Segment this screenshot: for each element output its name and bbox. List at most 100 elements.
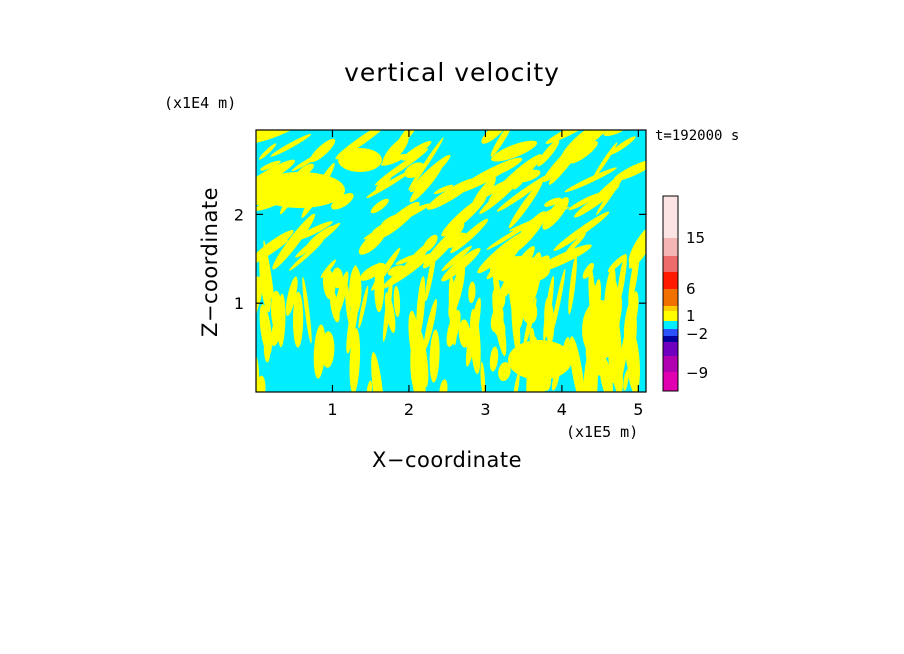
- field-streak: [446, 309, 461, 347]
- field-streak: [295, 222, 341, 258]
- field-streak: [491, 140, 538, 162]
- field-blob: [582, 300, 618, 360]
- field-streak: [285, 276, 298, 316]
- colorbar-level: [663, 336, 678, 342]
- field-streak: [380, 212, 408, 228]
- field-streak: [523, 297, 537, 347]
- field-streak: [509, 206, 570, 232]
- field-streak: [479, 179, 519, 214]
- field-streak: [408, 137, 444, 191]
- field-streak: [550, 268, 566, 338]
- field-streak: [256, 230, 294, 264]
- field-streak: [481, 130, 508, 144]
- field-streak: [568, 255, 577, 315]
- field-streak: [582, 262, 594, 279]
- field-streak: [256, 375, 266, 392]
- field-streak: [448, 263, 466, 319]
- field-blob: [490, 256, 550, 284]
- field-streak: [477, 231, 526, 274]
- field-streak: [272, 213, 316, 270]
- field-streak: [302, 276, 312, 344]
- field-streak: [411, 351, 427, 392]
- field-streak: [508, 181, 543, 229]
- field-streak: [408, 310, 420, 364]
- colorbar-tick-label: −9: [686, 364, 708, 382]
- field-streak: [456, 159, 516, 193]
- field-streak: [270, 133, 312, 157]
- field-streak: [292, 291, 304, 348]
- field-streak: [260, 160, 281, 171]
- colorbar-tick-label: 15: [686, 229, 705, 247]
- field-streak: [291, 150, 327, 172]
- field-streak: [468, 281, 476, 304]
- y-axis-ticks: 12: [234, 205, 646, 313]
- field-streak: [422, 223, 465, 269]
- colorbar-tick-label: 1: [686, 307, 696, 325]
- field-streak: [366, 380, 373, 392]
- field-streak: [616, 253, 627, 306]
- colorbar-level: [663, 311, 678, 321]
- field-streak: [381, 154, 407, 166]
- field-streak: [321, 331, 335, 368]
- field-streak: [371, 352, 385, 392]
- colorbar-level: [663, 329, 678, 336]
- colorbar-level: [663, 256, 678, 272]
- x-tick-label: 2: [404, 400, 414, 419]
- field-streak: [441, 245, 472, 272]
- field-streak: [366, 170, 412, 199]
- field-streak: [513, 175, 527, 190]
- colorbar-frame: [662, 195, 679, 392]
- field-streak: [409, 162, 444, 203]
- colorbar-level: [663, 321, 678, 329]
- field-streak: [564, 233, 586, 255]
- field-streak: [595, 172, 626, 216]
- field-streak: [320, 259, 336, 279]
- colorbar-level: [663, 356, 678, 372]
- field-streak: [345, 282, 351, 324]
- field-streak: [331, 193, 354, 210]
- field-streak: [490, 305, 504, 333]
- field-streak: [626, 330, 640, 392]
- field-streak: [401, 140, 432, 161]
- field-streak: [433, 184, 454, 195]
- field-streak: [349, 328, 361, 392]
- field-streak: [395, 254, 419, 265]
- field-streak: [395, 130, 421, 150]
- colorbar-level: [663, 272, 678, 289]
- x-axis-ticks: 1 2 3 4 5: [327, 130, 643, 419]
- field-streak: [429, 329, 440, 383]
- colorbar-tick-label: −2: [686, 325, 708, 343]
- field-streak: [374, 262, 385, 313]
- field-streak: [363, 225, 389, 240]
- field-streak: [561, 130, 613, 160]
- field-streak: [384, 292, 396, 333]
- field-streak: [544, 297, 555, 344]
- field-streak: [553, 211, 610, 251]
- colorbar-level: [663, 306, 678, 311]
- field-streak: [382, 253, 431, 289]
- field-streak: [358, 285, 369, 329]
- field-streak: [271, 309, 285, 347]
- field-streak: [492, 291, 506, 312]
- field-streak: [393, 285, 401, 318]
- field-streak: [441, 247, 481, 282]
- field-streak: [263, 240, 275, 309]
- colorbar-level: [663, 372, 678, 391]
- field-streak: [569, 336, 585, 392]
- field-streak: [258, 143, 277, 160]
- field-streak: [469, 308, 481, 375]
- field-streak: [564, 167, 617, 193]
- field-streak: [573, 184, 620, 218]
- field-streak: [458, 319, 471, 348]
- x-tick-label: 3: [480, 400, 490, 419]
- x-axis-scale-label: (x1E5 m): [566, 423, 639, 441]
- time-label: t=192000 s: [655, 128, 740, 144]
- field-streak: [387, 265, 406, 276]
- field-streak: [313, 324, 326, 379]
- field-streak: [623, 369, 629, 391]
- field-streak: [422, 234, 438, 252]
- field-streak: [544, 197, 562, 207]
- field-streak: [569, 141, 598, 164]
- field-streak: [623, 291, 639, 342]
- y-tick-label: 2: [234, 205, 244, 224]
